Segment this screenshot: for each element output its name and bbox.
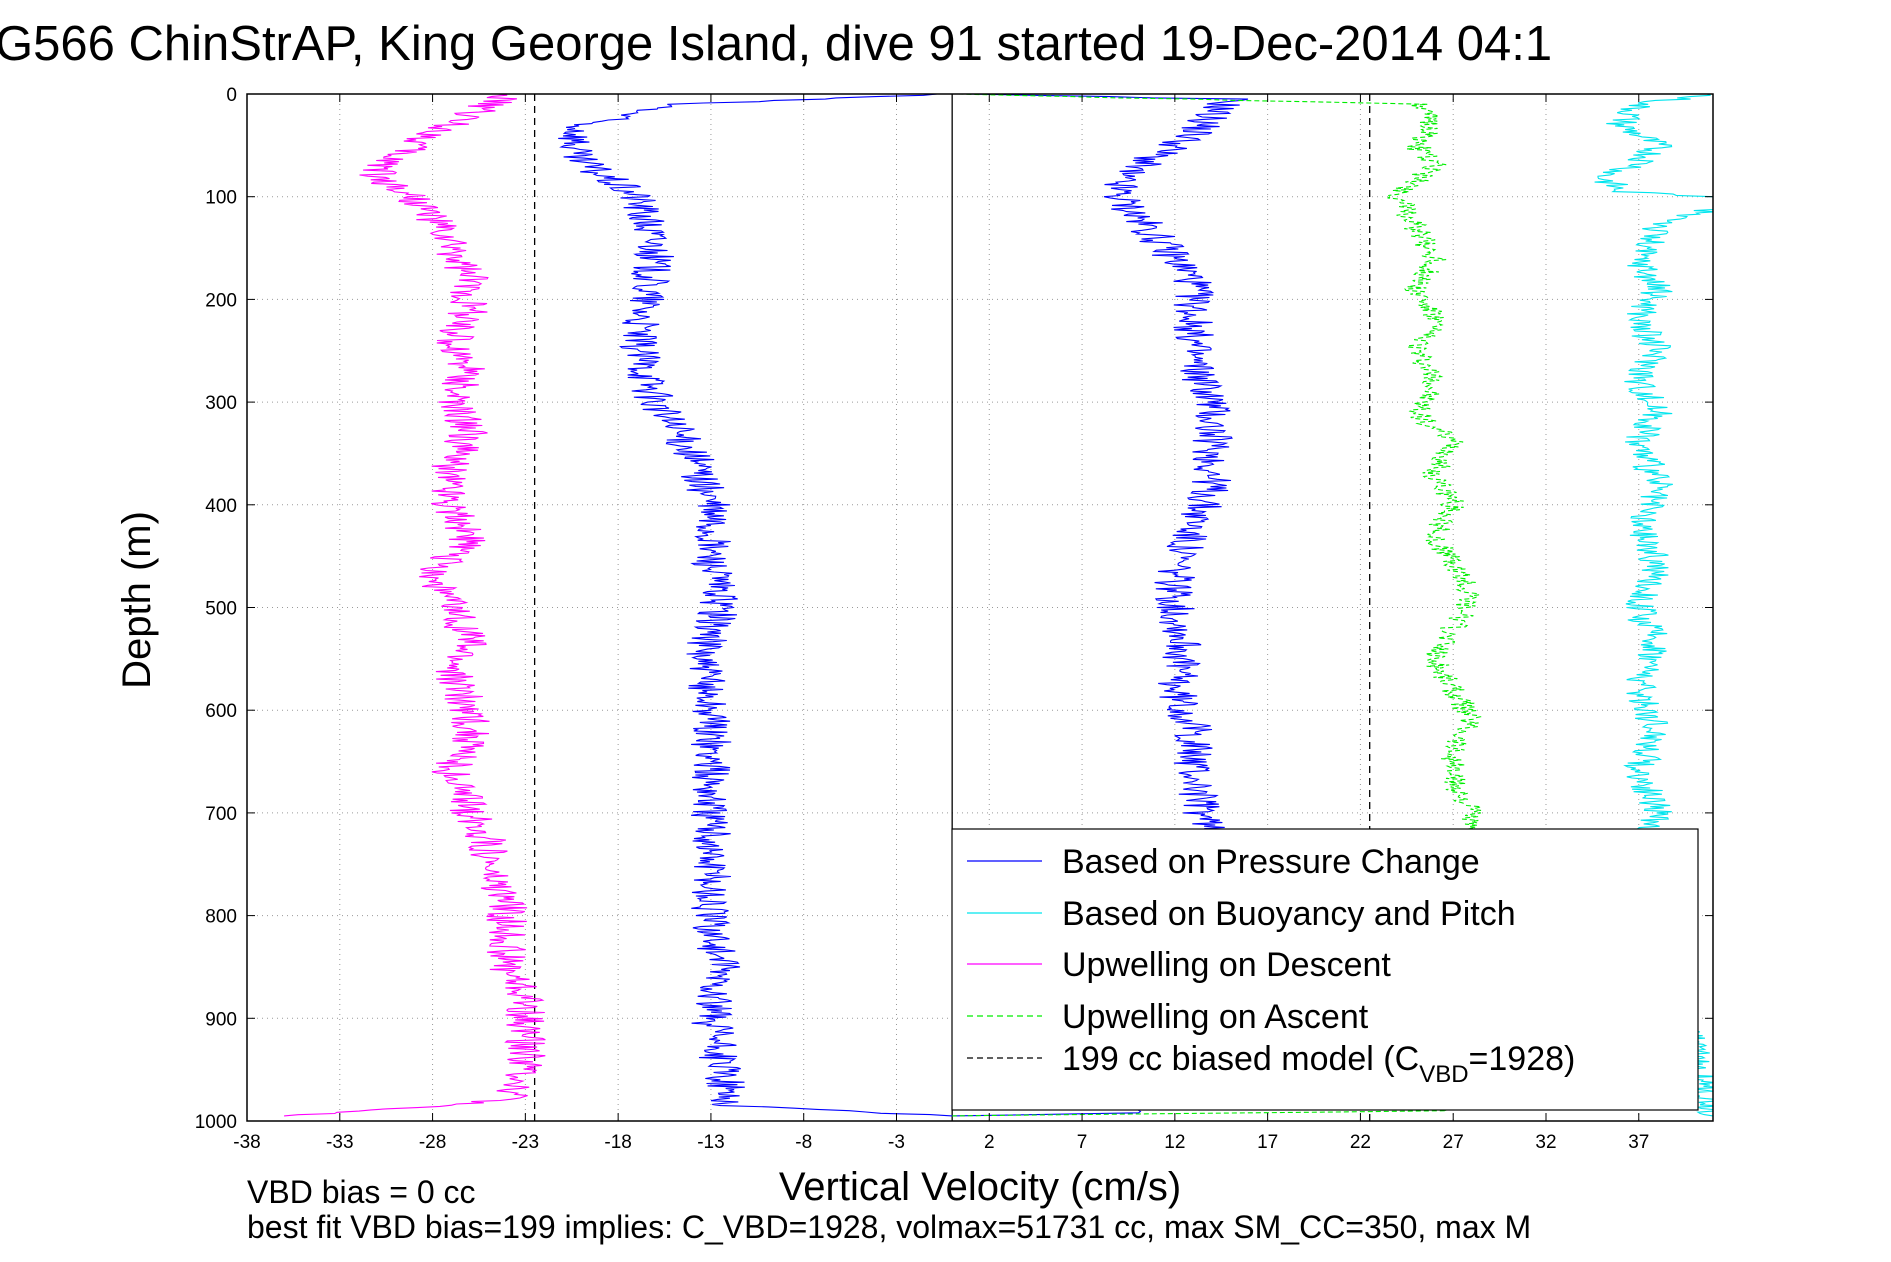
x-tick-label: -13 <box>697 1132 724 1153</box>
legend-label: Upwelling on Ascent <box>1062 998 1369 1036</box>
y-tick-label: 800 <box>205 907 237 928</box>
series-line-2 <box>284 94 546 1117</box>
x-tick-label: -18 <box>604 1132 631 1153</box>
y-tick-label: 0 <box>226 85 237 106</box>
x-tick-label: 32 <box>1535 1132 1556 1153</box>
legend-label: Based on Buoyancy and Pitch <box>1062 895 1516 933</box>
y-tick-label: 1000 <box>195 1112 237 1133</box>
x-tick-label: 2 <box>984 1132 995 1153</box>
legend-label: 199 cc biased model (CVBD=1928) <box>1062 1040 1575 1088</box>
x-tick-label: -8 <box>795 1132 812 1153</box>
y-axis-label: Depth (m) <box>115 511 159 689</box>
x-tick-label: -3 <box>888 1132 905 1153</box>
x-tick-label: 37 <box>1628 1132 1649 1153</box>
x-axis-label: Vertical Velocity (cm/s) <box>779 1165 1181 1209</box>
x-tick-label: 27 <box>1443 1132 1464 1153</box>
y-tick-label: 200 <box>205 290 237 311</box>
x-axis-ticks: -38 -33 -28 -23 -18 -13 -8 -3 2 7 12 17 22 27 32 37 <box>233 94 1649 1153</box>
y-tick-label: 900 <box>205 1009 237 1030</box>
y-tick-label: 600 <box>205 701 237 722</box>
x-tick-label: -38 <box>233 1132 260 1153</box>
x-tick-label: 7 <box>1077 1132 1088 1153</box>
legend-label: Based on Pressure Change <box>1062 843 1480 881</box>
y-tick-label: 700 <box>205 804 237 825</box>
y-tick-label: 400 <box>205 496 237 517</box>
x-tick-label: -23 <box>512 1132 539 1153</box>
x-tick-label: -28 <box>419 1132 446 1153</box>
y-axis-ticks: 0 100 200 300 400 500 600 700 800 900 1000 <box>195 85 1713 1133</box>
legend-label: Upwelling on Descent <box>1062 946 1391 984</box>
legend: Based on Pressure Change Based on Buoyanc… <box>951 828 1699 1111</box>
x-tick-label: 17 <box>1257 1132 1278 1153</box>
series-line-1 <box>1594 94 1713 198</box>
legend-box <box>951 828 1699 1111</box>
series-line-0 <box>558 94 953 1117</box>
x-tick-label: 22 <box>1350 1132 1371 1153</box>
y-tick-label: 500 <box>205 599 237 620</box>
y-tick-label: 300 <box>205 393 237 414</box>
y-tick-label: 100 <box>205 188 237 209</box>
vbd-bias-note: VBD bias = 0 cc <box>247 1174 476 1210</box>
best-fit-note: best fit VBD bias=199 implies: C_VBD=192… <box>247 1209 1531 1245</box>
x-tick-label: -33 <box>326 1132 353 1153</box>
chart-title: G566 ChinStrAP, King George Island, dive… <box>0 17 1552 71</box>
x-tick-label: 12 <box>1164 1132 1185 1153</box>
